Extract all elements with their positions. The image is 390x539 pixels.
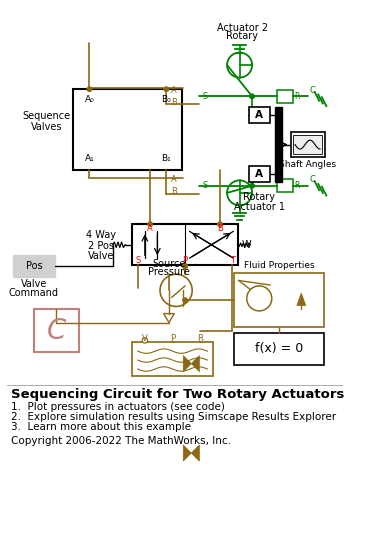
Text: P: P: [170, 334, 175, 343]
Bar: [234, 333, 324, 364]
Text: A₁: A₁: [85, 154, 94, 163]
Text: Sequence: Sequence: [23, 111, 71, 121]
Text: A: A: [255, 169, 263, 179]
Text: C: C: [47, 316, 66, 344]
Text: A: A: [147, 224, 153, 233]
Circle shape: [183, 264, 187, 268]
Text: Fluid Properties: Fluid Properties: [244, 261, 314, 270]
Text: Rotary: Rotary: [243, 192, 275, 202]
Text: f(x) = 0: f(x) = 0: [255, 342, 303, 355]
Circle shape: [164, 87, 168, 92]
Bar: [12, 255, 55, 277]
Text: S: S: [135, 257, 140, 265]
Bar: [132, 224, 238, 265]
Bar: [234, 273, 324, 327]
Bar: [132, 342, 213, 376]
Circle shape: [218, 222, 222, 226]
Text: S: S: [203, 92, 208, 101]
Text: A: A: [255, 110, 263, 120]
Text: 1.  Plot pressures in actuators (see code): 1. Plot pressures in actuators (see code…: [11, 403, 225, 412]
Text: Pressure: Pressure: [148, 267, 190, 278]
Text: W: W: [242, 240, 252, 250]
Bar: [275, 107, 282, 182]
Text: 2.  Explore simulation results using Simscape Results Explorer: 2. Explore simulation results using Sims…: [11, 412, 336, 422]
Text: C: C: [310, 86, 316, 94]
Bar: [73, 89, 183, 170]
Text: Source: Source: [152, 259, 186, 268]
Text: A: A: [171, 86, 177, 94]
Circle shape: [148, 222, 152, 226]
Text: Rotary: Rotary: [226, 31, 258, 42]
Text: B₁: B₁: [161, 154, 171, 163]
Text: 2 Pos: 2 Pos: [88, 240, 114, 251]
Text: Actuator 2: Actuator 2: [217, 23, 268, 32]
Text: R: R: [294, 181, 300, 190]
Text: V: V: [142, 334, 148, 343]
Text: 4 Way: 4 Way: [86, 230, 116, 240]
Bar: [34, 309, 79, 352]
Text: P: P: [183, 257, 188, 265]
Polygon shape: [183, 445, 191, 461]
Text: Valves: Valves: [31, 122, 62, 132]
Text: S: S: [203, 181, 208, 190]
Text: C: C: [310, 175, 316, 184]
Text: Shaft Angles: Shaft Angles: [279, 160, 336, 169]
Polygon shape: [191, 445, 199, 461]
Text: R: R: [197, 334, 203, 343]
Bar: [277, 90, 293, 102]
Bar: [248, 107, 270, 123]
Text: A: A: [171, 175, 177, 184]
Bar: [277, 179, 293, 192]
Text: Command: Command: [9, 288, 59, 298]
Text: T: T: [230, 257, 235, 265]
Circle shape: [250, 94, 254, 99]
Polygon shape: [297, 293, 306, 306]
Text: A₀: A₀: [85, 95, 94, 105]
Text: Copyright 2006-2022 The MathWorks, Inc.: Copyright 2006-2022 The MathWorks, Inc.: [11, 436, 231, 446]
Text: Sequencing Circuit for Two Rotary Actuators: Sequencing Circuit for Two Rotary Actuat…: [11, 388, 344, 400]
Bar: [293, 135, 322, 155]
Circle shape: [142, 338, 147, 343]
Text: B: B: [217, 224, 223, 233]
Circle shape: [183, 264, 187, 268]
Text: B: B: [171, 188, 177, 197]
Bar: [291, 132, 324, 157]
Circle shape: [250, 183, 254, 188]
Text: B: B: [171, 98, 177, 107]
Text: Valve: Valve: [88, 251, 114, 261]
Circle shape: [87, 87, 92, 92]
Text: 3.  Learn more about this example: 3. Learn more about this example: [11, 422, 191, 432]
Polygon shape: [191, 356, 199, 372]
Bar: [248, 166, 270, 182]
Circle shape: [183, 298, 187, 302]
Text: B₀: B₀: [161, 95, 171, 105]
Text: Pos: Pos: [26, 261, 42, 271]
Polygon shape: [183, 356, 191, 372]
Text: R: R: [294, 92, 300, 101]
Text: Actuator 1: Actuator 1: [234, 202, 285, 212]
Text: Valve: Valve: [21, 279, 47, 289]
